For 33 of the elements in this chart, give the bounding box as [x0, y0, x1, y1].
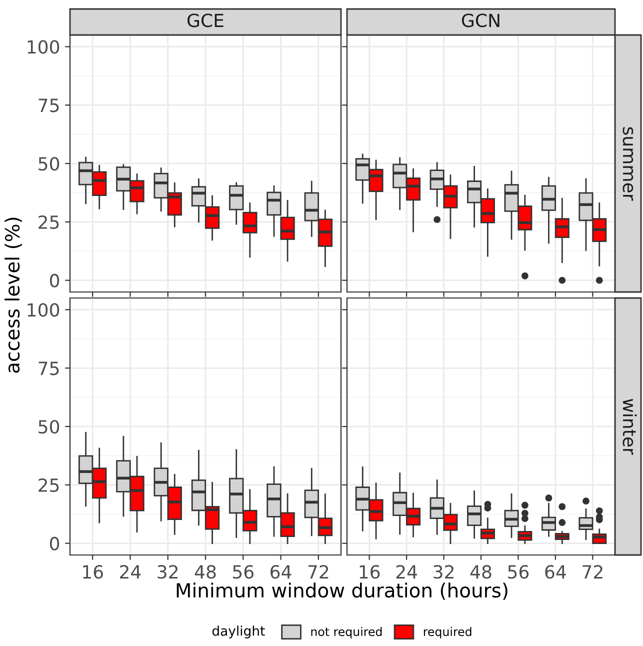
x-tick-label: 64	[545, 565, 566, 579]
legend-label: required	[424, 626, 472, 638]
x-tick-label: 56	[233, 565, 254, 579]
chart-title: GCN	[462, 14, 500, 28]
y-tick-label: 0	[50, 536, 60, 550]
y-tick-label: 25	[38, 478, 59, 492]
y-tick-label: 50	[38, 420, 60, 434]
x-tick-label: 56	[508, 565, 529, 579]
y2-axis-title: winter	[622, 398, 637, 455]
x-tick-label: 72	[308, 565, 328, 578]
legend-title: daylight	[212, 626, 265, 638]
y-tick-label: 100	[28, 40, 60, 54]
y-tick-label: 0	[50, 274, 60, 288]
legend-label: not required	[311, 626, 382, 638]
x-tick-label: 72	[582, 565, 602, 578]
y-tick-label: 100	[28, 303, 60, 317]
y-tick-label: 50	[38, 156, 60, 171]
x-tick-label: 24	[396, 565, 418, 578]
y-tick-label: 75	[38, 362, 59, 376]
x-tick-label: 64	[270, 565, 292, 579]
x-axis-title: Minimum window duration (hours)	[176, 582, 508, 600]
x-tick-label: 48	[470, 565, 492, 579]
x-tick-label: 16	[83, 565, 103, 579]
y-tick-label: 25	[38, 215, 59, 230]
x-tick-label: 32	[434, 565, 454, 579]
chart-title: GCE	[188, 14, 224, 28]
y-axis-title: access level (%)	[4, 218, 22, 373]
x-tick-label: 24	[120, 565, 141, 578]
y2-axis-title: summer	[622, 127, 634, 201]
y-tick-label: 75	[38, 98, 59, 112]
x-tick-label: 16	[360, 565, 380, 579]
x-tick-label: 48	[194, 565, 216, 579]
x-tick-label: 32	[158, 565, 178, 579]
